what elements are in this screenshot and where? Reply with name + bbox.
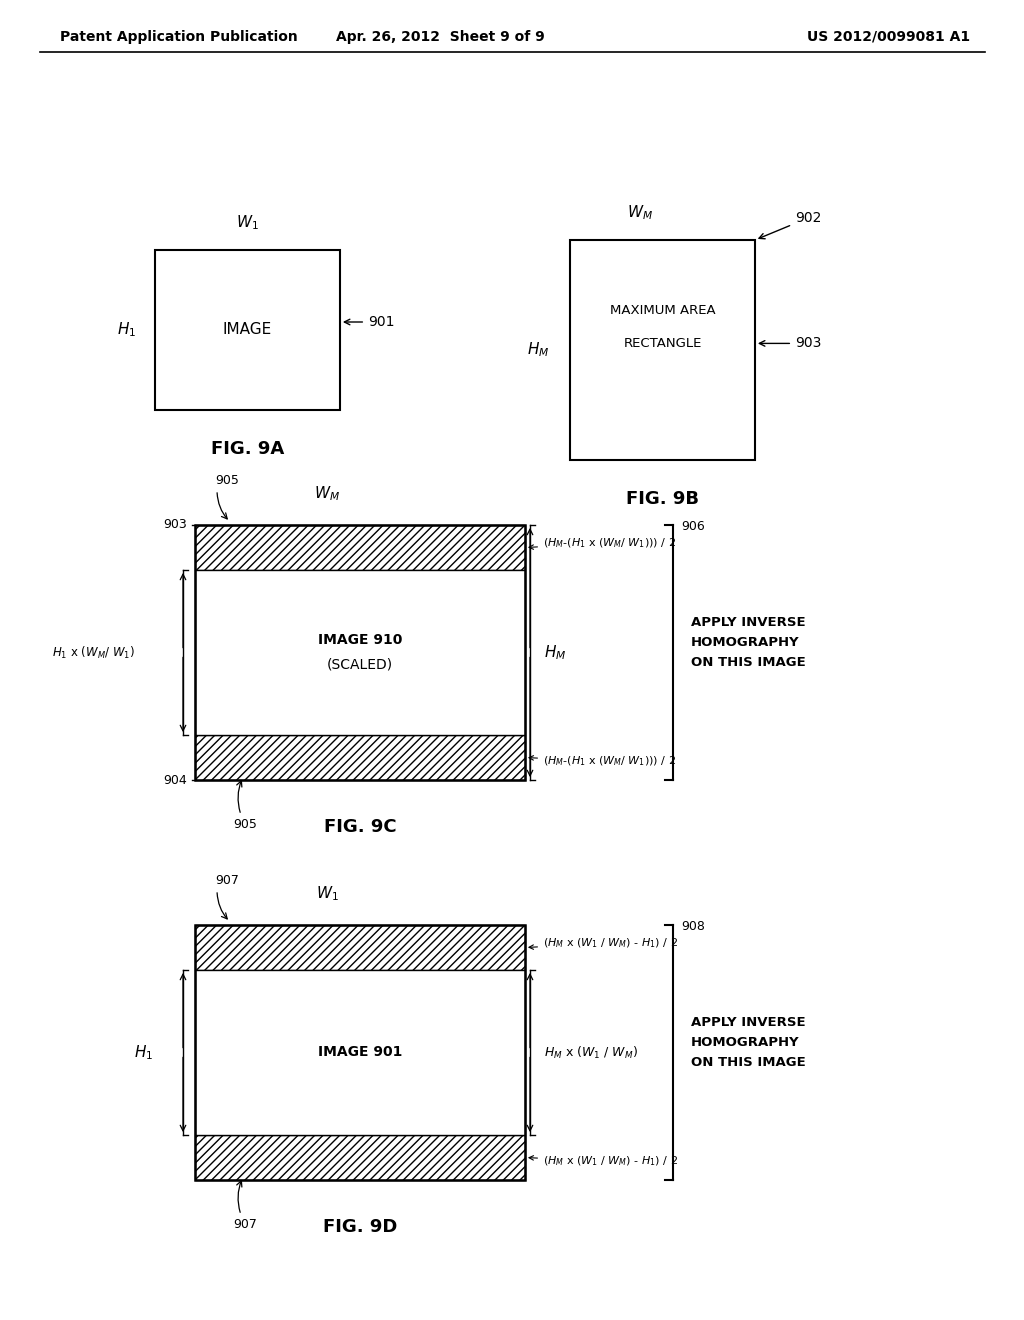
Text: RECTANGLE: RECTANGLE xyxy=(624,337,701,350)
Text: FIG. 9C: FIG. 9C xyxy=(324,818,396,836)
Text: 907: 907 xyxy=(215,874,239,887)
Text: ON THIS IMAGE: ON THIS IMAGE xyxy=(691,656,806,669)
Text: IMAGE 901: IMAGE 901 xyxy=(317,1045,402,1060)
Text: $W_M$: $W_M$ xyxy=(628,203,653,222)
Text: FIG. 9A: FIG. 9A xyxy=(211,440,284,458)
Text: $W_M$: $W_M$ xyxy=(314,484,340,503)
Text: 906: 906 xyxy=(681,520,705,533)
Bar xyxy=(195,735,525,780)
Text: 907: 907 xyxy=(233,1218,257,1232)
Bar xyxy=(195,570,525,735)
Text: (SCALED): (SCALED) xyxy=(327,657,393,672)
Bar xyxy=(195,525,525,780)
Text: Apr. 26, 2012  Sheet 9 of 9: Apr. 26, 2012 Sheet 9 of 9 xyxy=(336,30,545,44)
Text: FIG. 9B: FIG. 9B xyxy=(626,490,699,508)
Text: ($H_M$ x ($W_1$ / $W_M$) - $H_1$) / 2: ($H_M$ x ($W_1$ / $W_M$) - $H_1$) / 2 xyxy=(529,1155,678,1168)
Bar xyxy=(195,970,525,1135)
Text: Patent Application Publication: Patent Application Publication xyxy=(60,30,298,44)
Text: ON THIS IMAGE: ON THIS IMAGE xyxy=(691,1056,806,1069)
Text: $H_1$: $H_1$ xyxy=(134,1043,153,1061)
Text: $H_M$ x ($W_1$ / $W_M$): $H_M$ x ($W_1$ / $W_M$) xyxy=(544,1044,638,1060)
Text: 903: 903 xyxy=(163,519,187,532)
Text: ($H_M$ x ($W_1$ / $W_M$) - $H_1$) / 2: ($H_M$ x ($W_1$ / $W_M$) - $H_1$) / 2 xyxy=(529,937,678,950)
Text: $H_M$: $H_M$ xyxy=(526,341,549,359)
Text: FIG. 9D: FIG. 9D xyxy=(323,1218,397,1236)
Text: $H_1$ x ($W_M$/ $W_1$): $H_1$ x ($W_M$/ $W_1$) xyxy=(52,644,135,660)
Text: 908: 908 xyxy=(681,920,705,933)
Text: 905: 905 xyxy=(215,474,239,487)
Text: ($H_M$-($H_1$ x ($W_M$/ $W_1$))) / 2: ($H_M$-($H_1$ x ($W_M$/ $W_1$))) / 2 xyxy=(529,537,676,550)
Text: US 2012/0099081 A1: US 2012/0099081 A1 xyxy=(807,30,970,44)
Text: 903: 903 xyxy=(760,337,821,350)
Text: 902: 902 xyxy=(759,211,821,239)
Bar xyxy=(155,249,340,411)
Text: $W_1$: $W_1$ xyxy=(315,884,338,903)
Text: 905: 905 xyxy=(233,818,257,832)
Bar xyxy=(195,925,525,970)
Text: $H_M$: $H_M$ xyxy=(544,643,566,661)
Text: 904: 904 xyxy=(163,774,187,787)
Text: IMAGE: IMAGE xyxy=(223,322,272,338)
Bar xyxy=(195,1135,525,1180)
Text: $W_1$: $W_1$ xyxy=(237,214,259,232)
Text: MAXIMUM AREA: MAXIMUM AREA xyxy=(609,304,716,317)
Text: $H_1$: $H_1$ xyxy=(118,321,136,339)
Text: APPLY INVERSE: APPLY INVERSE xyxy=(691,616,806,630)
Bar xyxy=(195,525,525,570)
Text: HOMOGRAPHY: HOMOGRAPHY xyxy=(691,636,800,649)
Text: IMAGE 910: IMAGE 910 xyxy=(317,634,402,648)
Text: HOMOGRAPHY: HOMOGRAPHY xyxy=(691,1036,800,1049)
Bar xyxy=(570,240,755,459)
Text: 901: 901 xyxy=(344,315,394,329)
Text: ($H_M$-($H_1$ x ($W_M$/ $W_1$))) / 2: ($H_M$-($H_1$ x ($W_M$/ $W_1$))) / 2 xyxy=(529,755,676,768)
Bar xyxy=(195,925,525,1180)
Text: APPLY INVERSE: APPLY INVERSE xyxy=(691,1016,806,1030)
